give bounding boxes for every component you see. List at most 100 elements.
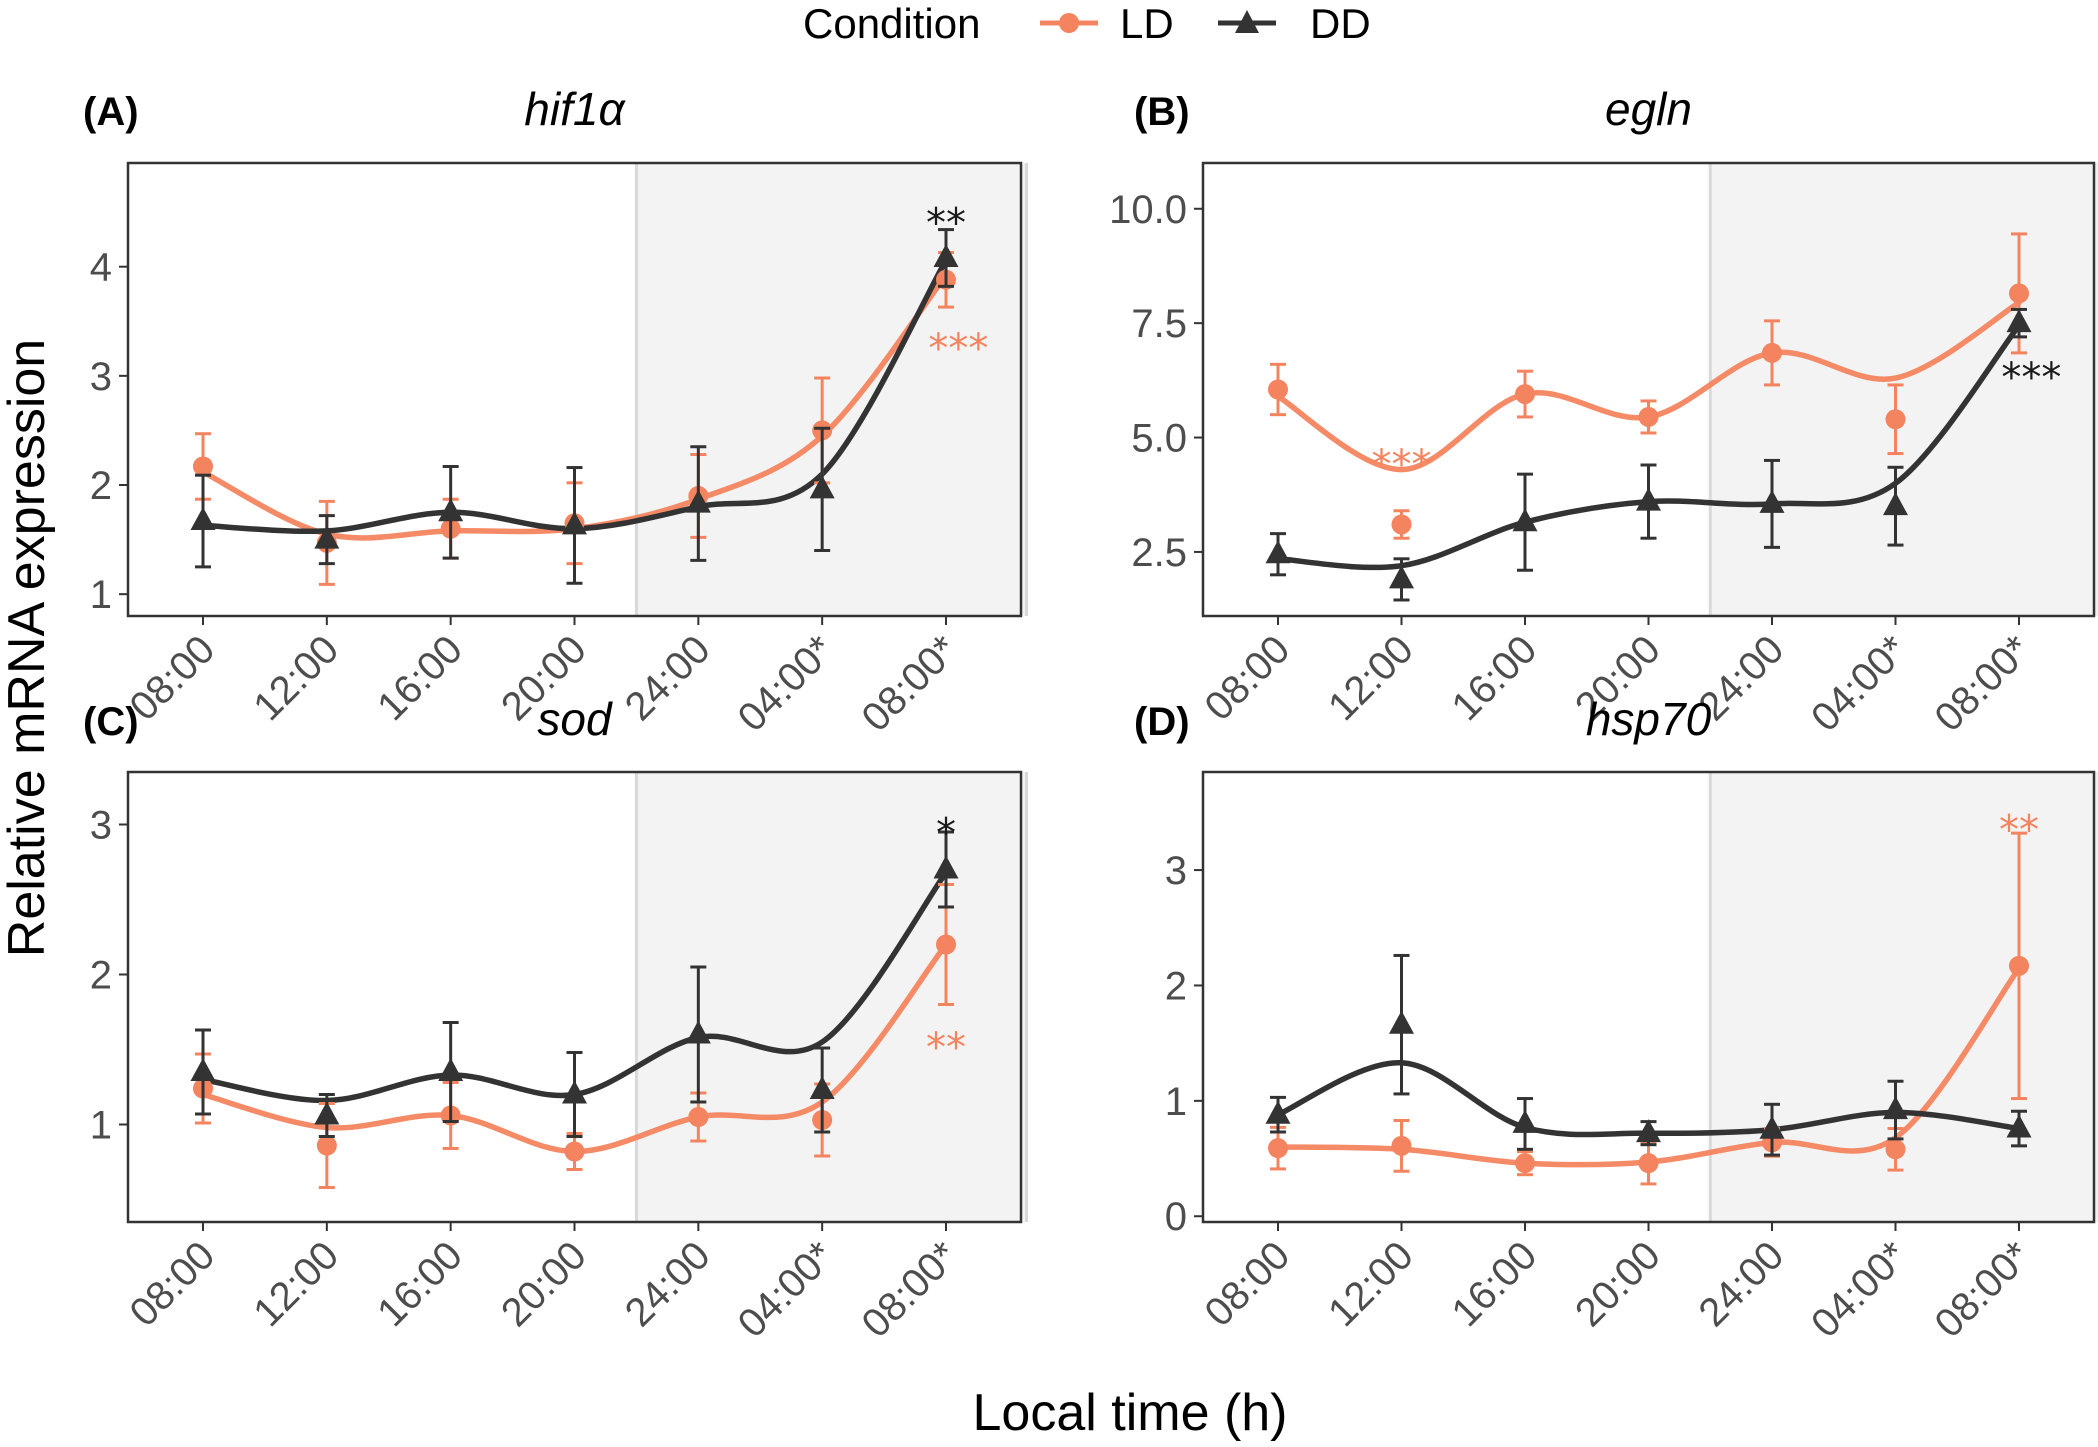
y-tick-label: 0: [1165, 1195, 1187, 1239]
x-tick-label: 12:00: [245, 627, 347, 729]
significance-marker: **: [1999, 808, 2039, 854]
data-point-ld: [1391, 1135, 1412, 1156]
x-tick-label: 16:00: [369, 627, 471, 729]
data-point-ld: [2009, 955, 2029, 976]
x-tick-label: 08:00: [1196, 1233, 1298, 1335]
data-point-dd: [685, 1020, 711, 1044]
data-point-dd: [438, 1058, 464, 1081]
data-point-dd: [562, 1080, 587, 1104]
significance-marker: *: [936, 811, 956, 857]
data-point-dd: [1512, 508, 1538, 532]
x-tick-label: 04:00*: [1803, 627, 1916, 740]
data-point-dd: [2006, 309, 2032, 333]
y-tick-label: 1: [1165, 1080, 1187, 1124]
x-tick-label: 08:00*: [1926, 627, 2039, 740]
panel-title: hsp70: [1586, 693, 1712, 745]
x-tick-label: 08:00*: [853, 627, 966, 740]
data-point-dd: [933, 855, 959, 879]
x-tick-label: 12:00: [1320, 1233, 1422, 1335]
panel-letter: (D): [1134, 700, 1190, 744]
y-tick-label: 3: [90, 804, 112, 848]
data-point-dd: [1883, 1096, 1908, 1120]
data-point-ld: [2009, 283, 2029, 304]
y-tick-label: 1: [90, 1104, 112, 1148]
y-tick-label: 2: [1165, 964, 1187, 1008]
x-tick-label: 04:00*: [730, 1233, 843, 1346]
data-point-dd: [1636, 487, 1661, 511]
y-tick-label: 7.5: [1131, 302, 1187, 346]
y-axis-title: Relative mRNA expression: [0, 339, 56, 957]
dark-period-shading: [636, 772, 1027, 1222]
x-axis-title: Local time (h): [973, 1384, 1288, 1442]
plot-border: [126, 770, 1023, 1224]
legend: Condition LD DD: [803, 0, 1371, 47]
y-tick-label: 2: [90, 464, 112, 508]
data-point-dd: [933, 243, 959, 267]
x-tick-label: 08:00: [1196, 627, 1298, 729]
x-tick-label: 12:00: [1320, 627, 1422, 729]
significance-marker: **: [926, 1025, 966, 1071]
panel-b: 2.55.07.510.008:00 12:00 16:00 20:00 24:00 04…: [1109, 83, 2098, 740]
data-point-ld: [193, 456, 213, 477]
legend-dd-label: DD: [1310, 0, 1371, 47]
x-tick-label: 08:00*: [853, 1233, 966, 1346]
data-point-dd: [809, 1076, 835, 1099]
data-point-ld: [1515, 1153, 1535, 1174]
data-point-ld: [564, 1141, 585, 1162]
legend-entry-ld: LD: [1040, 0, 1174, 47]
x-tick-label: 04:00*: [730, 627, 843, 740]
data-point-dd: [1389, 1010, 1414, 1034]
plot-border: [126, 161, 1023, 618]
x-tick-label: 20:00: [1567, 1233, 1669, 1335]
significance-marker: **: [926, 200, 966, 246]
significance-marker: ***: [1372, 442, 1432, 488]
plot-border: [1201, 161, 2096, 618]
y-tick-label: 2: [90, 954, 112, 998]
data-point-ld: [936, 934, 956, 955]
data-point-dd: [190, 1058, 216, 1081]
x-tick-label: 08:00*: [1926, 1233, 2039, 1346]
plot-border: [1201, 770, 2096, 1224]
significance-marker: ***: [928, 326, 988, 372]
data-point-dd: [1759, 1115, 1785, 1139]
series-ld-points: [1268, 232, 2029, 540]
data-point-ld: [1885, 409, 1906, 430]
x-tick-label: 24:00: [617, 627, 719, 729]
data-point-ld: [1762, 342, 1782, 363]
data-point-ld: [1391, 514, 1412, 535]
legend-dd-triangle-icon: [1235, 10, 1259, 33]
data-point-dd: [1389, 565, 1414, 589]
data-point-dd: [1265, 540, 1291, 564]
legend-title: Condition: [803, 0, 980, 47]
data-point-dd: [685, 489, 711, 513]
panel-title: egln: [1605, 83, 1692, 135]
panel-d: 0 1 2 3 08:00 12:00 16:00 20:00 24:00 04:00* 08:00…: [1134, 693, 2098, 1346]
legend-entry-dd: DD: [1218, 0, 1371, 47]
y-tick-label: 1: [90, 573, 112, 617]
y-tick-label: 10.0: [1109, 188, 1187, 232]
dark-period-shading: [1710, 163, 2098, 616]
y-tick-label: 5.0: [1131, 417, 1187, 461]
data-point-ld: [1515, 384, 1535, 405]
dark-period-shading: [636, 163, 1027, 616]
legend-ld-circle-icon: [1059, 13, 1079, 33]
significance-marker: ***: [2001, 355, 2061, 401]
data-point-dd: [1636, 1119, 1661, 1143]
x-tick-label: 08:00: [121, 1233, 223, 1335]
panel-letter: (A): [83, 90, 139, 134]
x-tick-label: 04:00*: [1803, 1233, 1916, 1346]
data-point-dd: [1759, 489, 1785, 513]
data-point-dd: [809, 475, 835, 499]
x-tick-label: 12:00: [245, 1233, 347, 1335]
y-tick-label: 3: [90, 355, 112, 399]
data-point-ld: [316, 1135, 337, 1156]
series-dd-points: [190, 228, 959, 585]
legend-ld-label: LD: [1120, 0, 1174, 47]
data-point-ld: [1638, 406, 1659, 427]
panel-c: 1 2 3 08:00 12:00 16:00 20:00 24:00 04:00* 08:00*…: [83, 693, 1028, 1346]
data-point-dd: [562, 511, 587, 535]
y-tick-label: 3: [1165, 849, 1187, 893]
